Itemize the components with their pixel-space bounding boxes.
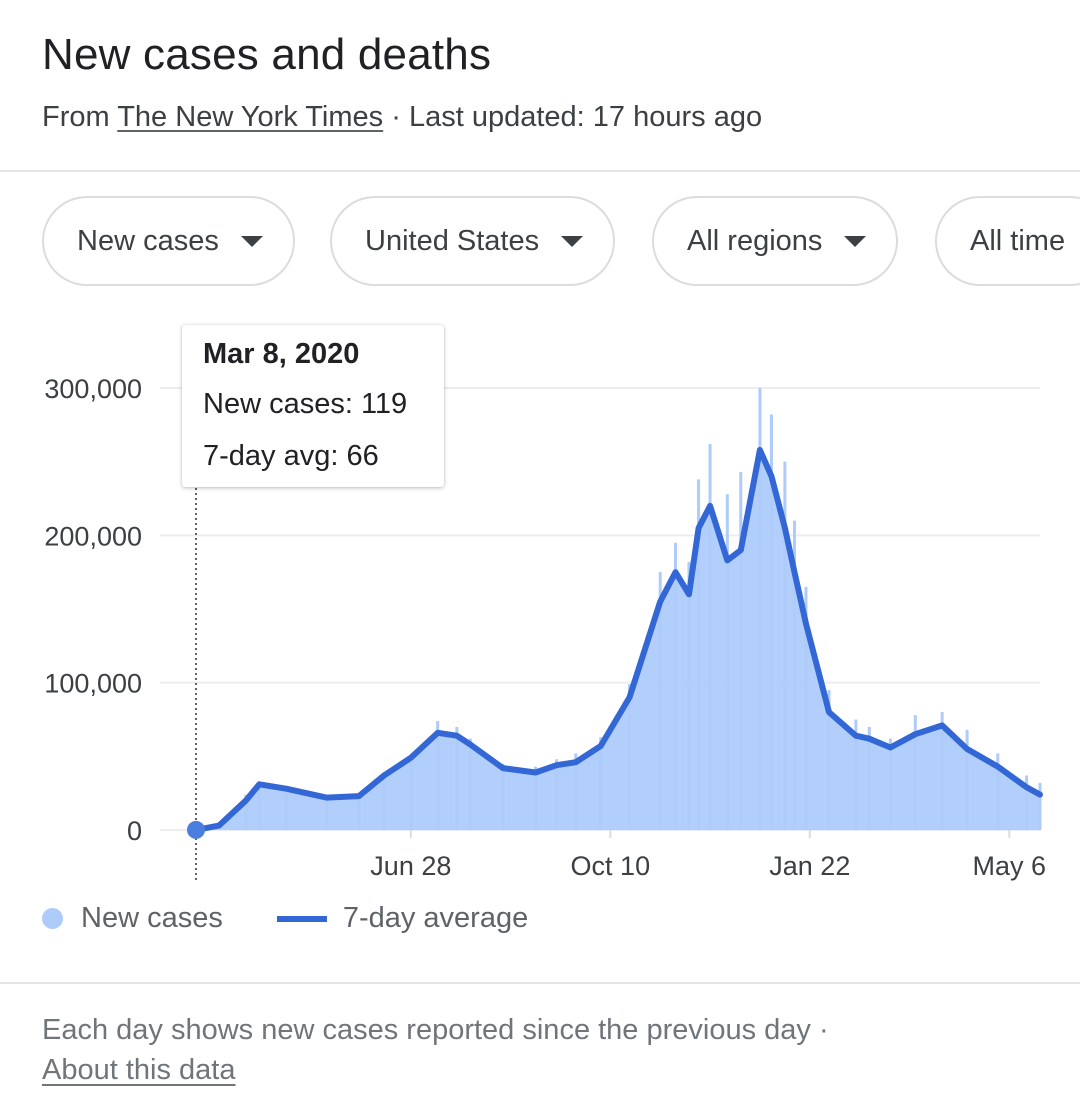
country-dropdown[interactable]: United States	[330, 196, 616, 286]
chart-tooltip: Mar 8, 2020 New cases: 119 7-day avg: 66	[182, 325, 444, 487]
caret-down-icon	[561, 235, 584, 247]
footnote: Each day shows new cases reported since …	[42, 1010, 829, 1090]
highlight-point	[187, 820, 205, 839]
new-cases-legend-label: New cases	[81, 902, 223, 934]
time-range-dropdown[interactable]: All time	[935, 196, 1080, 286]
cases-chart[interactable]: 0 100,000 200,000 300,000 Jun 28 Oct 10 Jan 22…	[0, 300, 1080, 890]
y-tick-label: 100,000	[44, 669, 142, 699]
y-tick-label: 0	[127, 816, 142, 846]
metric-dropdown-label: New cases	[77, 224, 219, 257]
chart-legend: New cases 7-day average	[42, 902, 528, 935]
y-tick-label: 200,000	[44, 521, 142, 551]
metric-dropdown[interactable]: New cases	[42, 196, 295, 286]
header-divider	[0, 170, 1080, 172]
about-data-link[interactable]: About this data	[42, 1054, 236, 1086]
tooltip-new-cases: New cases: 119	[203, 388, 408, 420]
time-range-dropdown-label: All time	[970, 224, 1066, 257]
tooltip-date: Mar 8, 2020	[203, 338, 360, 370]
caret-down-icon	[844, 235, 867, 247]
tooltip-avg: 7-day avg: 66	[203, 440, 379, 472]
x-tick-label: Jun 28	[370, 851, 451, 881]
region-dropdown-label: All regions	[687, 224, 823, 257]
country-dropdown-label: United States	[365, 224, 540, 257]
source-line: From The New York Times · Last updated: …	[42, 101, 762, 134]
avg-legend-swatch	[276, 915, 327, 922]
last-updated-text: Last updated: 17 hours ago	[408, 101, 763, 133]
footer-divider	[0, 982, 1080, 984]
new-cases-legend-swatch	[42, 908, 63, 929]
footnote-separator: ·	[819, 1014, 829, 1046]
new-cases-area	[196, 449, 1040, 830]
y-tick-label: 300,000	[44, 374, 142, 404]
footnote-text: Each day shows new cases reported since …	[42, 1014, 811, 1046]
source-link[interactable]: The New York Times	[117, 101, 384, 133]
x-tick-label: Jan 22	[769, 851, 850, 881]
avg-legend-label: 7-day average	[342, 902, 529, 934]
caret-down-icon	[240, 235, 263, 247]
chart-title: New cases and deaths	[42, 30, 492, 79]
region-dropdown[interactable]: All regions	[652, 196, 899, 286]
source-separator: ·	[391, 101, 401, 133]
x-tick-label: May 6	[973, 851, 1047, 881]
source-prefix: From	[42, 101, 110, 133]
seven-day-average-line	[193, 446, 1043, 833]
x-tick-label: Oct 10	[571, 851, 651, 881]
